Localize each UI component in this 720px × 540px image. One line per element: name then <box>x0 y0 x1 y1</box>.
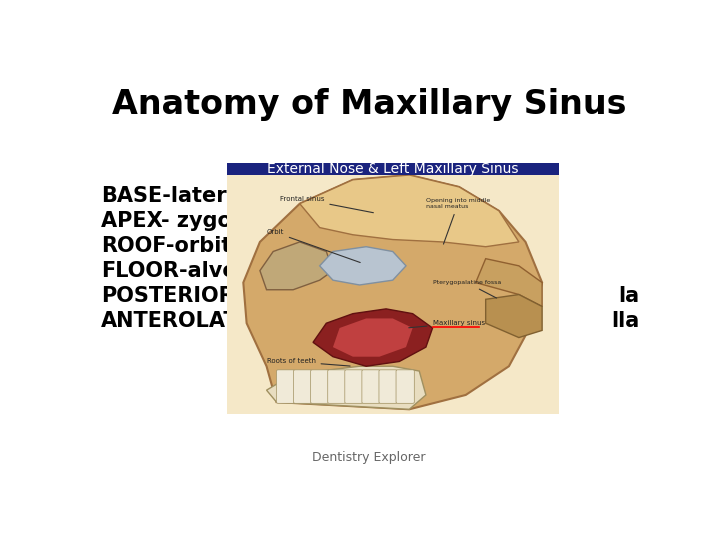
Text: FLOOR-alve: FLOOR-alve <box>101 261 237 281</box>
Text: ROOF-orbit: ROOF-orbit <box>101 235 232 255</box>
Text: Anatomy of Maxillary Sinus: Anatomy of Maxillary Sinus <box>112 87 626 120</box>
FancyBboxPatch shape <box>227 175 559 414</box>
Text: APEX- zygo: APEX- zygo <box>101 211 232 231</box>
Text: Dentistry Explorer: Dentistry Explorer <box>312 451 426 464</box>
Text: ANTEROLAT: ANTEROLAT <box>101 310 239 330</box>
Text: lla: lla <box>611 310 639 330</box>
Text: BASE-latera: BASE-latera <box>101 186 240 206</box>
Text: External Nose & Left Maxillary Sinus: External Nose & Left Maxillary Sinus <box>267 162 518 176</box>
Text: POSTERIOR: POSTERIOR <box>101 286 235 306</box>
FancyBboxPatch shape <box>227 163 559 175</box>
Text: la: la <box>618 286 639 306</box>
